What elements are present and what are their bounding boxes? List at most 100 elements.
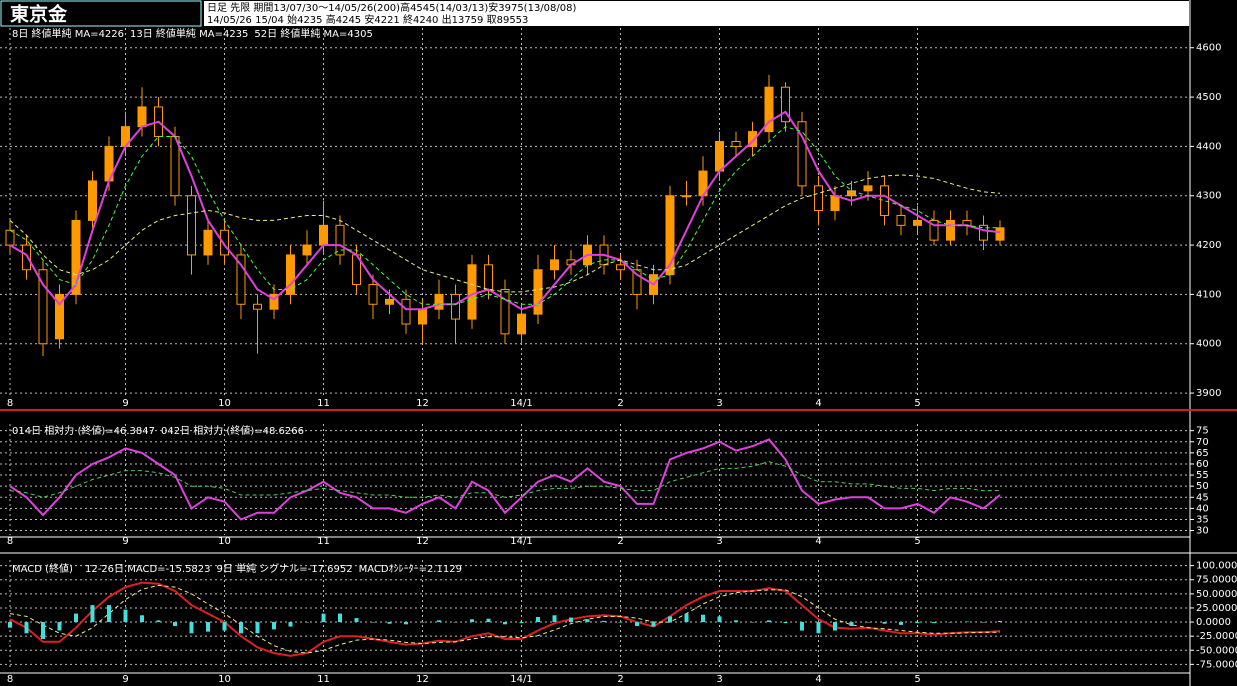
series-line (9, 126, 1000, 305)
histogram-bar (239, 622, 243, 634)
histogram-bar (519, 622, 524, 624)
histogram-bar (354, 618, 359, 623)
candle-body (55, 293, 64, 340)
histogram-bar (470, 619, 474, 623)
candle-body (913, 219, 922, 226)
candle-body (236, 254, 246, 305)
histogram-bar (882, 622, 887, 624)
legend-entry: 9日 単純 シグナル=-17.6952 (217, 562, 353, 575)
x-tick-label: 9 (122, 536, 128, 547)
y-tick-label: 75.0000 (1196, 575, 1237, 586)
y-tick-label: 3900 (1196, 388, 1221, 399)
candle-body (302, 244, 312, 256)
x-tick-label: 10 (218, 398, 231, 409)
x-tick-label: 4 (815, 536, 821, 547)
candle-body (401, 298, 411, 325)
candle-body (269, 293, 279, 310)
y-tick-label: 50.0000 (1196, 589, 1237, 600)
candle-body (253, 303, 262, 310)
candle-body (22, 244, 31, 271)
x-tick-label: 12 (416, 674, 429, 685)
candle-body (517, 313, 526, 335)
candle-body (863, 185, 873, 192)
header-line: 日足 先限 期間13/07/30～14/05/26(200)高4545(14/0… (207, 1, 576, 14)
series-line (9, 438, 1001, 521)
y-tick-label: 70 (1196, 437, 1209, 448)
legend-entry: 52日 終値単純 MA=4305 (254, 27, 372, 40)
histogram-bar (668, 616, 672, 623)
candle-body (830, 195, 840, 212)
x-tick-label: 9 (122, 674, 128, 685)
candle-body (203, 229, 213, 256)
candle-body (451, 293, 460, 320)
y-tick-label: 65 (1196, 448, 1209, 459)
histogram-bar (684, 613, 689, 623)
histogram-bar (41, 622, 45, 639)
header-line: 14/05/26 15/04 始4235 高4245 安4221 終4240 出… (207, 13, 528, 26)
candle-body (764, 86, 774, 133)
candle-body (484, 264, 493, 290)
legend-entry: 042日 相対力 (終値)=48.6266 (161, 424, 304, 437)
histogram-bar (305, 622, 309, 623)
y-tick-label: 4300 (1196, 191, 1221, 202)
x-tick-label: 5 (914, 536, 920, 547)
candle-body (418, 308, 427, 325)
instrument-title: 東京金 (10, 3, 68, 26)
candle-body (682, 195, 691, 198)
x-tick-label: 2 (617, 536, 623, 547)
histogram-bar (635, 622, 639, 626)
series-line (9, 584, 1000, 654)
x-tick-label: 10 (218, 536, 231, 547)
y-tick-label: 60 (1196, 459, 1209, 470)
histogram-bar (800, 622, 804, 631)
histogram-bar (206, 622, 210, 632)
panel-title: MACD (終値) (12, 562, 73, 575)
histogram-bar (618, 622, 623, 623)
candle-body (979, 224, 988, 241)
x-tick-label: 14/1 (510, 674, 532, 685)
candle-body (335, 224, 345, 256)
x-tick-label: 12 (416, 398, 429, 409)
x-tick-label: 2 (617, 674, 623, 685)
y-tick-label: 25.0000 (1196, 603, 1237, 614)
candle-body (748, 131, 757, 147)
legend-entry: 8日 終値単純 MA=4226 (12, 27, 124, 40)
y-tick-label: 75 (1196, 426, 1209, 437)
x-tick-label: 2 (617, 398, 623, 409)
histogram-bar (387, 622, 392, 624)
candle-body (88, 180, 97, 221)
histogram-bar (981, 622, 986, 623)
y-tick-label: -25.0000 (1196, 631, 1237, 642)
histogram-bar (222, 622, 227, 631)
y-tick-label: 4200 (1196, 240, 1221, 251)
candle-body (5, 229, 15, 246)
histogram-bar (404, 622, 408, 625)
histogram-bar (816, 622, 821, 634)
x-tick-label: 8 (7, 536, 13, 547)
histogram-bar (486, 618, 491, 623)
x-tick-label: 4 (815, 674, 821, 685)
y-tick-label: 4000 (1196, 339, 1221, 350)
series-line (9, 461, 1000, 498)
histogram-bar (701, 614, 705, 623)
histogram-bar (420, 622, 425, 623)
histogram-bar (107, 605, 111, 623)
x-tick-label: 10 (218, 674, 231, 685)
candle-body (368, 284, 378, 305)
histogram-bar (965, 621, 969, 623)
histogram-bar (783, 622, 788, 624)
y-tick-label: 30 (1196, 526, 1209, 537)
candle-body (616, 264, 625, 271)
candle-body (319, 224, 328, 246)
candle-body (434, 293, 444, 310)
histogram-bar (833, 622, 837, 631)
histogram-bar (453, 622, 458, 623)
histogram-bar (24, 622, 29, 634)
x-tick-label: 5 (914, 674, 920, 685)
y-tick-label: 50 (1196, 481, 1209, 492)
candle-body (220, 229, 229, 256)
histogram-bar (371, 622, 375, 623)
y-tick-label: 4500 (1196, 92, 1221, 103)
